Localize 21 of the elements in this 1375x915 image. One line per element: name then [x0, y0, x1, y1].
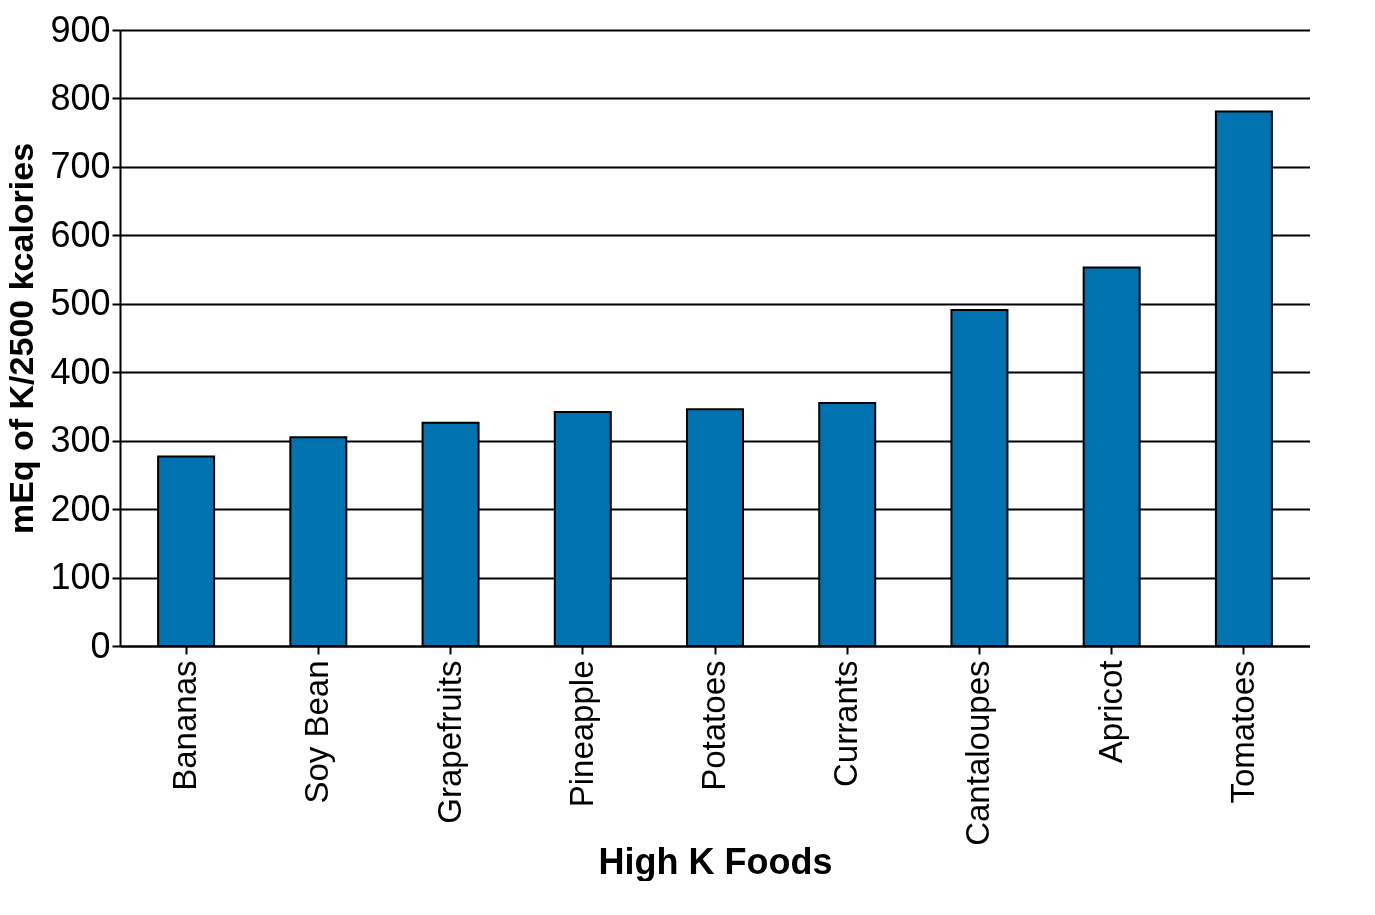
y-tick-label: 600	[50, 213, 111, 255]
y-tick-label: 300	[50, 419, 111, 461]
y-tick-label: 100	[50, 556, 111, 598]
x-tick-label: Pineapple	[562, 660, 600, 808]
x-tick-label: Tomatoes	[1223, 660, 1261, 804]
x-tick-label: Apricot	[1091, 660, 1129, 764]
x-axis-title: High K Foods	[598, 840, 833, 882]
x-tick-label: Grapefruits	[430, 660, 468, 824]
x-tick-label: Currants	[827, 660, 865, 788]
x-tick-label: Potatoes	[695, 660, 732, 791]
y-tick-label: 400	[50, 350, 111, 392]
y-tick-label: 800	[50, 76, 111, 118]
y-tick-label: 500	[50, 282, 111, 324]
x-tick-label: Soy Bean	[298, 660, 336, 804]
y-tick-label: 900	[50, 8, 111, 50]
y-axis-title: mEq of K/2500 kcalories	[2, 142, 41, 535]
x-tick-label: Bananas	[166, 660, 204, 791]
y-tick-label: 0	[90, 624, 111, 666]
x-tick-label: Cantaloupes	[959, 660, 997, 846]
y-tick-label: 200	[50, 487, 111, 529]
y-tick-label: 700	[50, 145, 111, 187]
